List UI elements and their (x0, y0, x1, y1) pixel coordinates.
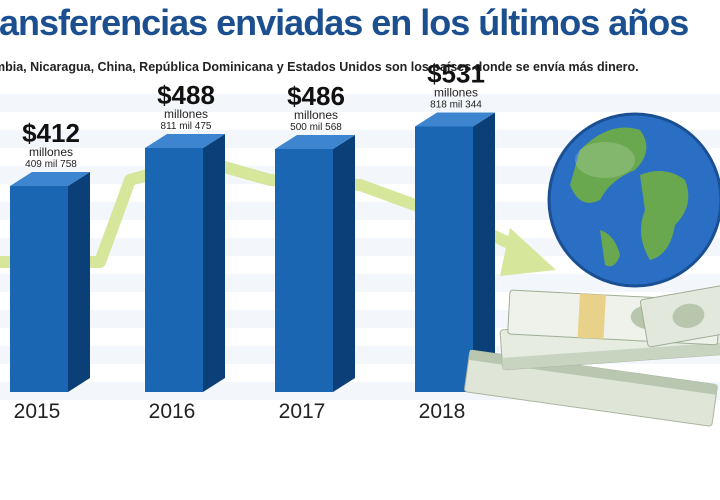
detail-label: 818 mil 344 (430, 100, 482, 111)
bar-side (68, 172, 90, 392)
value-label: $486 (287, 81, 345, 111)
unit-label: millones (29, 145, 73, 159)
bar-top (10, 172, 90, 186)
detail-label: 409 mil 758 (25, 159, 77, 170)
value-label: $412 (22, 118, 80, 148)
detail-label: 811 mil 475 (161, 121, 212, 132)
unit-label: millones (294, 108, 338, 122)
bar-side (473, 112, 495, 392)
unit-label: millones (164, 107, 208, 121)
bar-front (275, 149, 333, 392)
detail-label: 500 mil 568 (290, 122, 342, 133)
trend-arrow-head (500, 228, 556, 276)
bar-front (145, 148, 203, 392)
year-tick-label: 2017 (279, 400, 326, 423)
bar-top (145, 134, 225, 148)
unit-label: millones (434, 86, 478, 100)
chart-title: ransferencias enviadas en los últimos añ… (0, 2, 689, 43)
bar-top (275, 135, 355, 149)
year-tick-label: 2016 (149, 400, 196, 423)
money-stack-illustration (464, 284, 720, 427)
bar-2015 (10, 172, 90, 392)
year-tick-label: 2015 (14, 400, 61, 423)
bar-top (415, 112, 495, 127)
bar-2017 (275, 135, 355, 392)
year-tick-label: 2018 (419, 400, 466, 423)
bar-side (203, 134, 225, 392)
bar-2016 (145, 134, 225, 392)
value-label: $488 (157, 80, 215, 110)
bar-2018 (415, 112, 495, 392)
value-label: $531 (427, 59, 485, 89)
bar-side (333, 135, 355, 392)
bar-front (415, 126, 473, 392)
bar-front (10, 186, 68, 392)
globe-illustration (547, 112, 720, 288)
chart-subtitle: mbia, Nicaragua, China, República Domini… (0, 60, 639, 74)
